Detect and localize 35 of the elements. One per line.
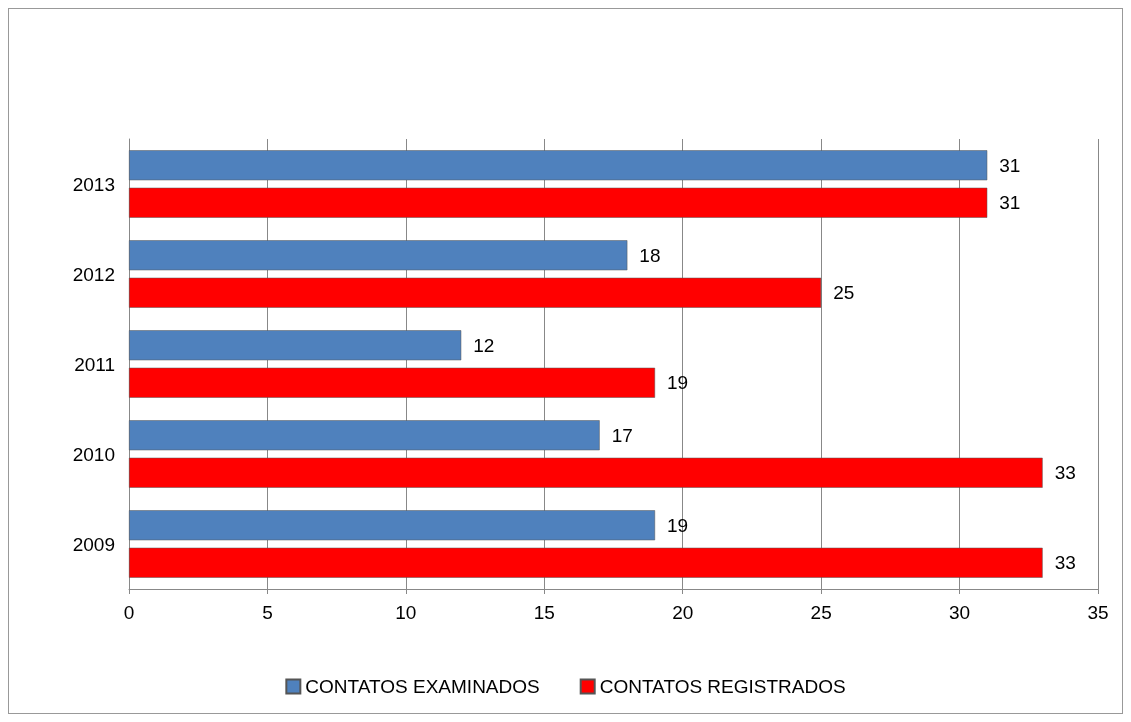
y-tick-label: 2010	[72, 443, 115, 465]
x-tick-label: 35	[1087, 602, 1109, 623]
bar	[129, 187, 988, 218]
bar	[129, 420, 600, 451]
data-label: 33	[1054, 462, 1076, 484]
bar	[129, 457, 1043, 488]
data-label: 12	[473, 334, 495, 356]
data-label: 19	[667, 372, 689, 394]
bar	[129, 547, 1043, 578]
bar	[129, 150, 988, 181]
x-tick-label: 20	[672, 602, 694, 623]
x-tick-label: 5	[262, 602, 273, 623]
x-tick-label: 25	[810, 602, 832, 623]
x-tick-label: 10	[395, 602, 417, 623]
bar	[129, 277, 822, 308]
legend-label: CONTATOS EXAMINADOS	[305, 676, 540, 697]
legend-label: CONTATOS REGISTRADOS	[599, 676, 846, 697]
bar	[129, 240, 628, 271]
x-tick-label: 0	[123, 602, 135, 623]
y-tick-label: 2011	[74, 353, 115, 375]
bar	[129, 367, 656, 398]
y-tick-label: 2009	[72, 533, 115, 555]
x-tick-label: 15	[533, 602, 555, 623]
data-label: 31	[999, 154, 1021, 176]
bar	[129, 330, 462, 361]
data-label: 31	[999, 192, 1021, 214]
data-label: 33	[1054, 552, 1076, 574]
data-label: 18	[639, 244, 661, 266]
data-label: 19	[667, 514, 689, 536]
data-label: 17	[611, 424, 633, 446]
x-tick-label: 30	[949, 602, 971, 623]
data-label: 25	[833, 282, 855, 304]
bar	[129, 510, 656, 541]
y-tick-label: 2012	[72, 263, 115, 285]
y-tick-label: 2013	[72, 173, 115, 195]
